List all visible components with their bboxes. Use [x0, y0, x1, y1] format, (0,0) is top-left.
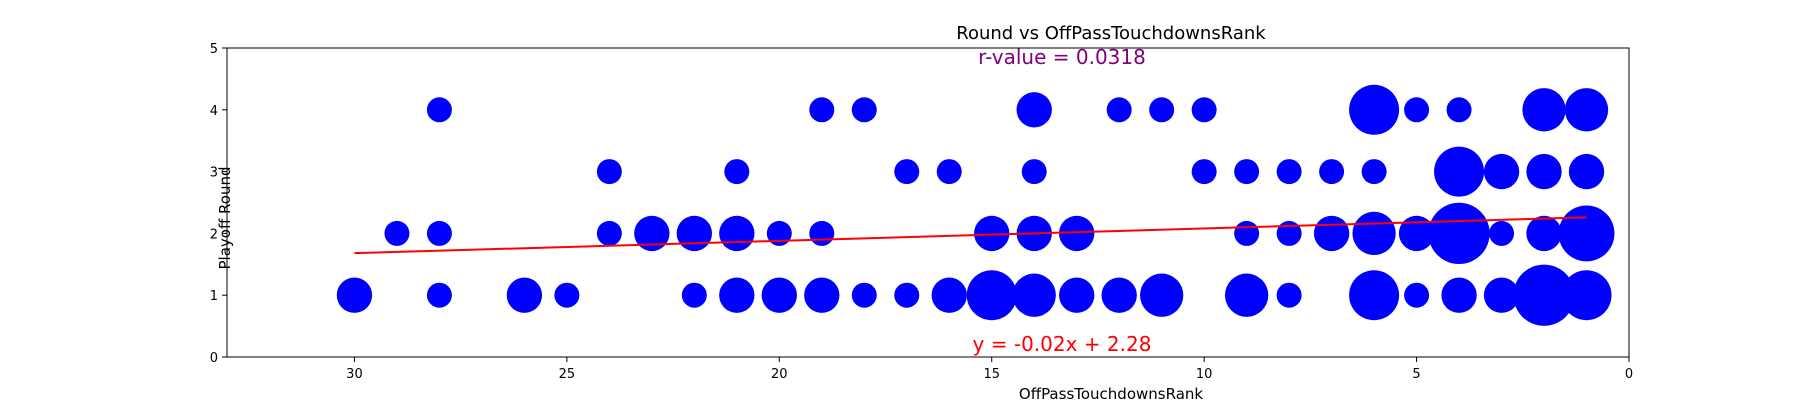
- regression-line: [354, 216, 1587, 255]
- regression-layer: [354, 216, 1587, 255]
- scatter-point: [966, 270, 1017, 321]
- points-layer: [336, 84, 1615, 326]
- scatter-point: [719, 277, 755, 313]
- scatter-point: [1522, 88, 1566, 132]
- x-tick-label: 20: [771, 367, 788, 382]
- scatter-point: [1101, 277, 1137, 313]
- scatter-point: [1558, 205, 1615, 262]
- scatter-point: [1106, 97, 1132, 123]
- scatter-point: [894, 282, 920, 308]
- r-value-annotation: r-value = 0.0318: [978, 45, 1146, 69]
- chart-title: Round vs OffPassTouchdownsRank: [956, 23, 1266, 44]
- scatter-point: [1191, 97, 1217, 123]
- scatter-point: [1016, 92, 1052, 128]
- x-tick-label: 5: [1412, 367, 1420, 382]
- axes-layer: 30 25 20 15 10 5 0 0 1 2 3 4 5: [210, 42, 1633, 382]
- scatter-point: [1513, 264, 1575, 326]
- x-tick-label: 25: [559, 367, 576, 382]
- scatter-point: [724, 159, 750, 185]
- scatter-point: [1489, 220, 1515, 246]
- y-tick-label: 1: [210, 289, 218, 304]
- scatter-point: [894, 159, 920, 185]
- scatter-point: [1276, 282, 1302, 308]
- x-tick-label: 15: [983, 367, 1000, 382]
- scatter-point: [1319, 159, 1345, 185]
- scatter-point: [804, 277, 840, 313]
- scatter-point: [1361, 159, 1387, 185]
- scatter-point: [1446, 97, 1472, 123]
- scatter-point: [1234, 220, 1260, 246]
- scatter-point: [1564, 88, 1609, 132]
- scatter-point: [851, 282, 877, 308]
- scatter-point: [634, 215, 670, 252]
- scatter-point: [1059, 215, 1095, 252]
- scatter-point: [554, 282, 580, 308]
- scatter-point: [1313, 215, 1350, 252]
- scatter-point: [1140, 273, 1184, 317]
- scatter-point: [426, 220, 452, 246]
- scatter-point: [1404, 97, 1430, 123]
- scatter-point: [936, 159, 962, 185]
- scatter-point: [1349, 84, 1400, 135]
- y-tick-label: 2: [210, 227, 218, 242]
- scatter-point: [596, 159, 622, 185]
- scatter-point: [1441, 277, 1477, 313]
- scatter-point: [851, 97, 877, 123]
- scatter-point: [1568, 153, 1605, 190]
- y-tick-label: 4: [210, 104, 218, 119]
- scatter-point: [336, 277, 373, 313]
- scatter-point: [766, 220, 792, 246]
- scatter-point: [681, 282, 707, 308]
- scatter-point: [506, 277, 543, 313]
- scatter-point: [1059, 277, 1095, 313]
- scatter-point: [426, 282, 452, 308]
- y-tick-label: 0: [210, 351, 218, 366]
- scatter-point: [1276, 159, 1302, 185]
- y-axis-label: Playoff Round: [216, 166, 234, 269]
- scatter-point: [1483, 277, 1520, 313]
- scatter-point: [809, 97, 835, 123]
- scatter-point: [1012, 273, 1056, 317]
- scatter-point: [384, 220, 410, 246]
- x-tick-label: 10: [1196, 367, 1213, 382]
- scatter-point: [1021, 159, 1047, 185]
- scatter-point: [1224, 273, 1269, 317]
- scatter-point: [809, 220, 835, 246]
- regression-equation-annotation: y = -0.02x + 2.28: [973, 332, 1152, 356]
- scatter-point: [1434, 146, 1485, 197]
- scatter-point: [1526, 153, 1562, 190]
- x-axis-label: OffPassTouchdownsRank: [1019, 385, 1203, 400]
- scatter-point: [1526, 215, 1562, 252]
- scatter-point: [1191, 159, 1217, 185]
- scatter-point: [1428, 202, 1490, 265]
- scatter-point: [931, 277, 967, 313]
- scatter-point: [1349, 270, 1400, 321]
- scatter-point: [1276, 220, 1302, 246]
- scatter-point: [676, 215, 713, 252]
- x-tick-label: 0: [1625, 367, 1633, 382]
- scatter-point: [426, 97, 452, 123]
- scatter-point: [719, 215, 755, 252]
- y-tick-label: 5: [210, 42, 218, 57]
- scatter-point: [1561, 270, 1612, 321]
- scatter-point: [1483, 153, 1520, 190]
- scatter-point: [761, 277, 797, 313]
- scatter-point: [1234, 159, 1260, 185]
- y-tick-label: 3: [210, 166, 218, 181]
- scatter-point: [1404, 282, 1430, 308]
- scatter-point: [596, 220, 622, 246]
- scatter-point: [1398, 215, 1435, 252]
- plot-frame: [226, 47, 1630, 358]
- scatter-point: [1149, 97, 1175, 123]
- scatter-point: [1352, 211, 1396, 256]
- scatter-point: [974, 215, 1010, 252]
- x-tick-label: 30: [346, 367, 363, 382]
